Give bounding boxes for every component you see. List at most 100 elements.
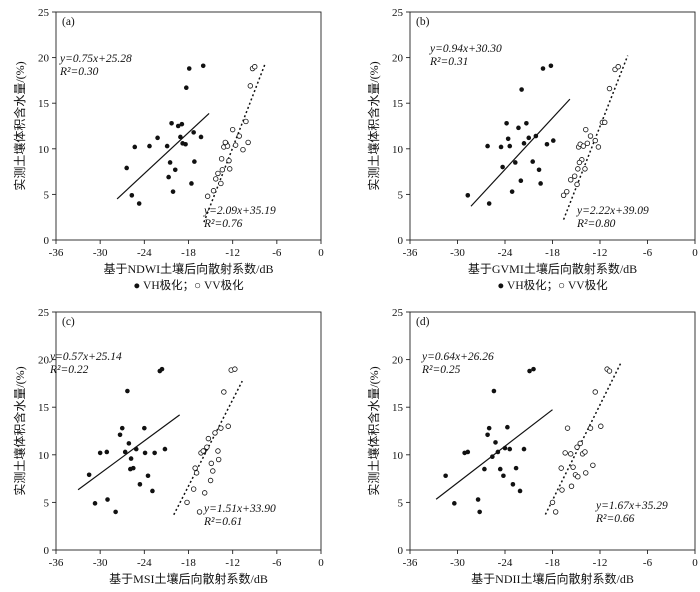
x-tick-label: -36: [403, 247, 418, 259]
data-point: [564, 188, 570, 195]
data-point: [105, 497, 110, 502]
panel-label: (c): [62, 316, 75, 328]
panel-label: (a): [62, 16, 75, 28]
data-point: [501, 473, 506, 479]
data-point: [560, 192, 567, 199]
x-tick-label: -36: [49, 247, 64, 259]
data-point: [193, 470, 200, 476]
data-point: [580, 143, 587, 149]
x-tick-label: -24: [498, 557, 513, 569]
x-tick-label: 0: [692, 557, 698, 569]
x-tick-label: -18: [181, 557, 196, 569]
x-tick-label: 0: [692, 247, 698, 259]
x-tick-label: -12: [593, 557, 608, 569]
data-point: [482, 466, 487, 472]
data-point: [583, 126, 589, 133]
fit-r-squared: R²=0.80: [576, 218, 616, 230]
data-point: [252, 64, 258, 70]
data-point: [595, 144, 602, 150]
x-tick-label: -30: [93, 557, 108, 569]
fit-r-squared: R²=0.76: [203, 218, 243, 230]
fit-equation: y=0.75x+25.28: [59, 53, 132, 65]
data-point: [568, 177, 574, 183]
data-point: [505, 424, 510, 430]
data-point: [465, 449, 471, 455]
data-point: [243, 118, 249, 125]
data-point: [218, 156, 225, 162]
data-point: [200, 63, 206, 69]
data-point: [598, 423, 604, 429]
data-point: [169, 120, 174, 126]
data-point: [527, 368, 532, 374]
data-point: [136, 201, 142, 206]
fit-equation: y=2.09x+35.19: [203, 205, 276, 217]
data-point: [521, 141, 527, 146]
data-point: [519, 87, 524, 92]
x-tick-label: -18: [545, 557, 560, 569]
data-point: [125, 388, 130, 394]
y-tick-label: 20: [392, 355, 404, 367]
data-point: [558, 465, 564, 471]
data-point: [575, 166, 581, 172]
data-point: [204, 193, 211, 199]
data-point: [516, 125, 521, 131]
fit-r-squared: R²=0.22: [49, 364, 89, 376]
data-point: [490, 454, 495, 460]
data-point: [540, 66, 546, 71]
y-tick-label: 5: [398, 189, 404, 201]
fit-line: [435, 409, 553, 500]
data-point: [170, 189, 176, 194]
data-point: [513, 465, 519, 471]
data-point: [493, 440, 498, 445]
y-tick-label: 0: [398, 235, 404, 247]
data-point: [247, 83, 254, 89]
data-point: [184, 499, 190, 506]
fit-equation: y=0.64x+26.26: [421, 351, 494, 363]
data-point: [200, 448, 206, 454]
fit-line: [470, 98, 571, 207]
data-point: [128, 456, 134, 461]
x-tick-label: -30: [450, 247, 465, 259]
data-point: [183, 141, 188, 147]
data-point: [155, 135, 160, 141]
x-tick-label: -6: [643, 557, 653, 569]
y-axis-label: 实测土壤体积含水量/(%): [366, 366, 381, 495]
data-point: [219, 167, 226, 173]
data-point: [498, 144, 504, 150]
data-point: [142, 450, 148, 456]
data-point: [207, 477, 214, 484]
data-point: [236, 133, 242, 139]
data-point: [531, 366, 536, 372]
data-point: [550, 138, 556, 143]
data-point: [592, 137, 598, 144]
data-point: [507, 446, 513, 452]
y-tick-label: 15: [392, 402, 404, 414]
data-point: [215, 456, 222, 463]
x-tick-label: -36: [49, 557, 64, 569]
data-point: [221, 389, 227, 395]
data-point: [615, 64, 621, 70]
x-tick-label: -12: [225, 247, 240, 259]
data-point: [201, 490, 208, 496]
legend: ● VH极化；○ VV极化: [497, 278, 608, 292]
data-point: [568, 451, 574, 457]
fit-r-squared: R²=0.61: [203, 516, 242, 528]
x-tick-label: -12: [225, 557, 240, 569]
data-point: [225, 423, 231, 429]
data-point: [477, 509, 482, 515]
data-point: [570, 464, 576, 470]
data-point: [192, 465, 198, 471]
fit-line: [116, 112, 210, 200]
y-tick-label: 15: [38, 402, 50, 414]
data-point: [571, 173, 578, 179]
x-tick-label: -24: [137, 557, 152, 569]
data-point: [538, 181, 543, 186]
y-tick-label: 25: [38, 7, 50, 19]
data-point: [133, 446, 139, 452]
data-point: [548, 63, 554, 69]
x-axis-label: 基于GVMI土壤后向散射系数/dB: [468, 261, 637, 276]
